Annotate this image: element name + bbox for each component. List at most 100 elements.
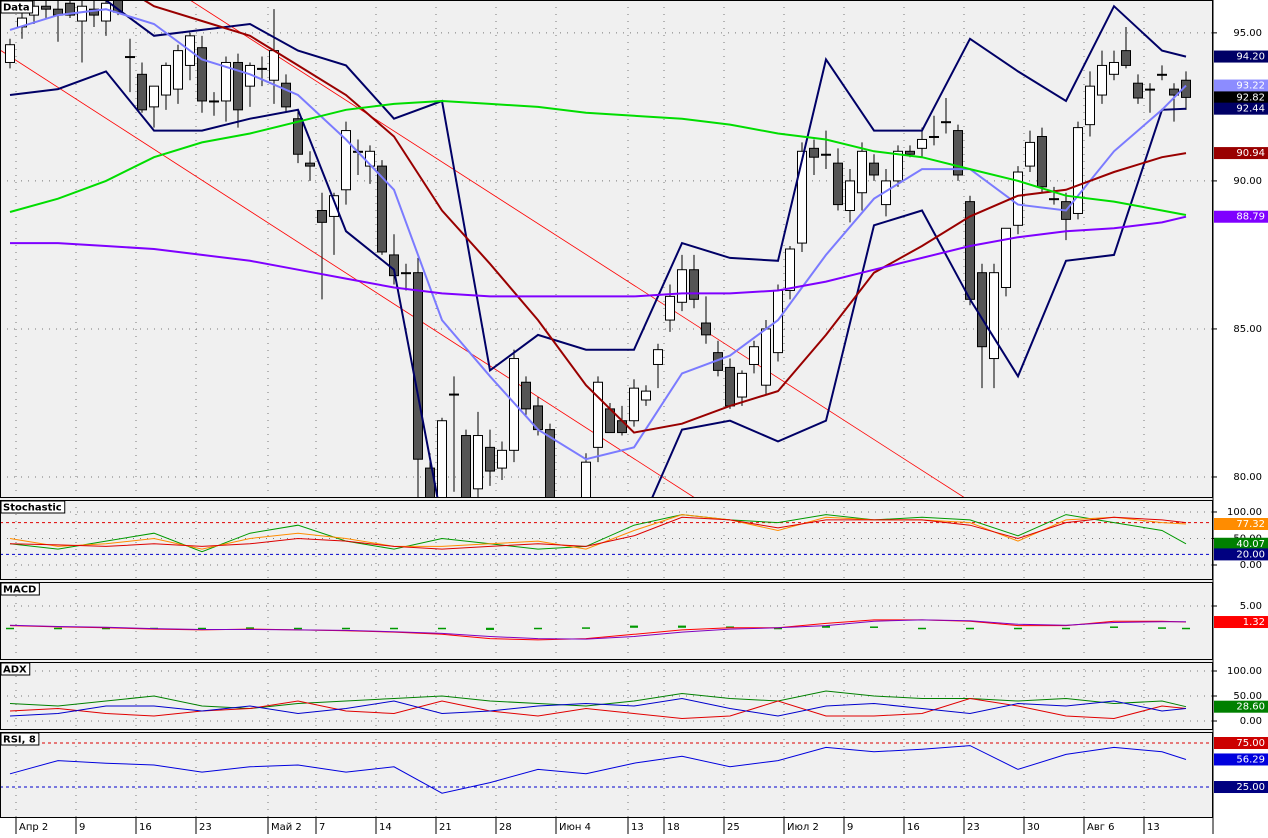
value-marker xyxy=(1214,700,1268,713)
candle-body xyxy=(1001,227,1011,288)
candle-body xyxy=(797,150,807,244)
value-marker-label: 56.29 xyxy=(1236,754,1265,765)
y-tick-label: 100.00 xyxy=(1227,666,1262,677)
value-marker xyxy=(1214,737,1268,750)
y-tick-label: 50.00 xyxy=(1233,691,1262,702)
candle-body xyxy=(737,372,747,398)
value-marker-label: 93.22 xyxy=(1236,81,1265,92)
candle-body xyxy=(377,165,387,253)
candle-body xyxy=(1085,85,1095,126)
candle-body xyxy=(149,85,159,108)
panel-title-box xyxy=(0,0,34,14)
candle-body xyxy=(173,50,183,90)
candle-body xyxy=(653,349,663,365)
panel-title-box xyxy=(0,500,66,514)
indicator-line xyxy=(10,215,1187,298)
candle-body xyxy=(785,248,795,291)
x-tick-label: 13 xyxy=(1147,822,1160,833)
candle-body xyxy=(833,162,843,206)
x-tick-label: Май 2 xyxy=(271,822,302,833)
value-marker-label: 25.00 xyxy=(1236,782,1265,793)
indicator-line xyxy=(9,99,1187,216)
histogram-bar xyxy=(390,627,398,630)
histogram-bar xyxy=(438,627,446,630)
value-marker-label: 92.82 xyxy=(1236,92,1265,103)
value-marker-label: 20.00 xyxy=(1236,549,1265,560)
candle-body xyxy=(749,346,759,365)
candle-body xyxy=(137,73,147,111)
histogram-bar xyxy=(726,626,734,628)
candle-body xyxy=(1073,127,1083,214)
candle-body xyxy=(65,2,75,16)
value-marker xyxy=(1214,616,1268,629)
value-marker xyxy=(1214,79,1268,92)
candle-body xyxy=(1121,50,1131,66)
candle-body xyxy=(1109,61,1119,75)
candle-body xyxy=(821,153,831,156)
panel-title: RSI, 8 xyxy=(3,735,36,746)
histogram-bar xyxy=(918,627,926,630)
y-tick-label: 0.00 xyxy=(1240,560,1262,571)
candle-body xyxy=(845,180,855,212)
candle-body xyxy=(221,61,231,102)
date-axis-background xyxy=(0,818,1213,834)
value-marker xyxy=(1214,548,1268,561)
candle-body xyxy=(233,61,243,111)
histogram-bar xyxy=(1014,627,1022,630)
value-marker-label: 90.94 xyxy=(1236,148,1265,159)
panel-title-box xyxy=(0,732,40,746)
histogram-bar xyxy=(678,625,686,628)
value-marker xyxy=(1214,91,1268,104)
panel xyxy=(0,582,1213,660)
candle-body xyxy=(1145,88,1155,91)
candle-body xyxy=(101,2,111,22)
indicator-line xyxy=(9,745,1187,794)
histogram-bar xyxy=(1158,627,1166,629)
candle-body xyxy=(329,195,339,217)
indicator-line xyxy=(9,516,1187,550)
indicator-line xyxy=(9,514,1187,550)
histogram-bar xyxy=(1182,627,1190,630)
candle-body xyxy=(293,118,303,155)
x-tick-label: 23 xyxy=(967,822,980,833)
candle-body xyxy=(809,147,819,158)
candle-body xyxy=(125,56,135,59)
candle-body xyxy=(977,272,987,348)
candle-body xyxy=(989,272,999,360)
candle-body xyxy=(317,210,327,223)
histogram-bar xyxy=(1062,627,1070,630)
x-tick-label: 16 xyxy=(907,822,920,833)
indicator-line xyxy=(9,514,1187,553)
candle-body xyxy=(269,50,279,81)
histogram-bar xyxy=(294,627,302,630)
x-tick-label: 13 xyxy=(631,822,644,833)
value-marker-label: 88.79 xyxy=(1236,212,1265,223)
candle-body xyxy=(905,150,915,155)
panel xyxy=(0,662,1213,730)
x-tick-label: Авг 6 xyxy=(1087,822,1115,833)
panel-title: MACD xyxy=(3,585,36,596)
x-tick-label: 16 xyxy=(139,822,152,833)
indicator-line xyxy=(9,690,1187,710)
candle-body xyxy=(725,366,735,407)
x-tick-label: Июл 2 xyxy=(787,822,819,833)
candle-body xyxy=(941,121,951,124)
value-marker xyxy=(1214,518,1268,531)
candle-body xyxy=(545,429,555,498)
candle-body xyxy=(197,47,207,102)
x-tick-label: 9 xyxy=(79,822,85,833)
value-marker-label: 92.44 xyxy=(1236,104,1265,115)
histogram-bar xyxy=(774,627,782,630)
candle-body xyxy=(5,44,15,63)
x-tick-label: 28 xyxy=(499,822,512,833)
candle-body xyxy=(701,322,711,336)
indicator-line xyxy=(142,0,1187,434)
x-tick-label: 9 xyxy=(847,822,853,833)
trend-line xyxy=(189,0,966,498)
value-marker xyxy=(1214,102,1268,115)
panel xyxy=(0,500,1213,580)
x-tick-label: 18 xyxy=(667,822,680,833)
value-marker xyxy=(1214,753,1268,766)
candle-body xyxy=(473,435,483,490)
